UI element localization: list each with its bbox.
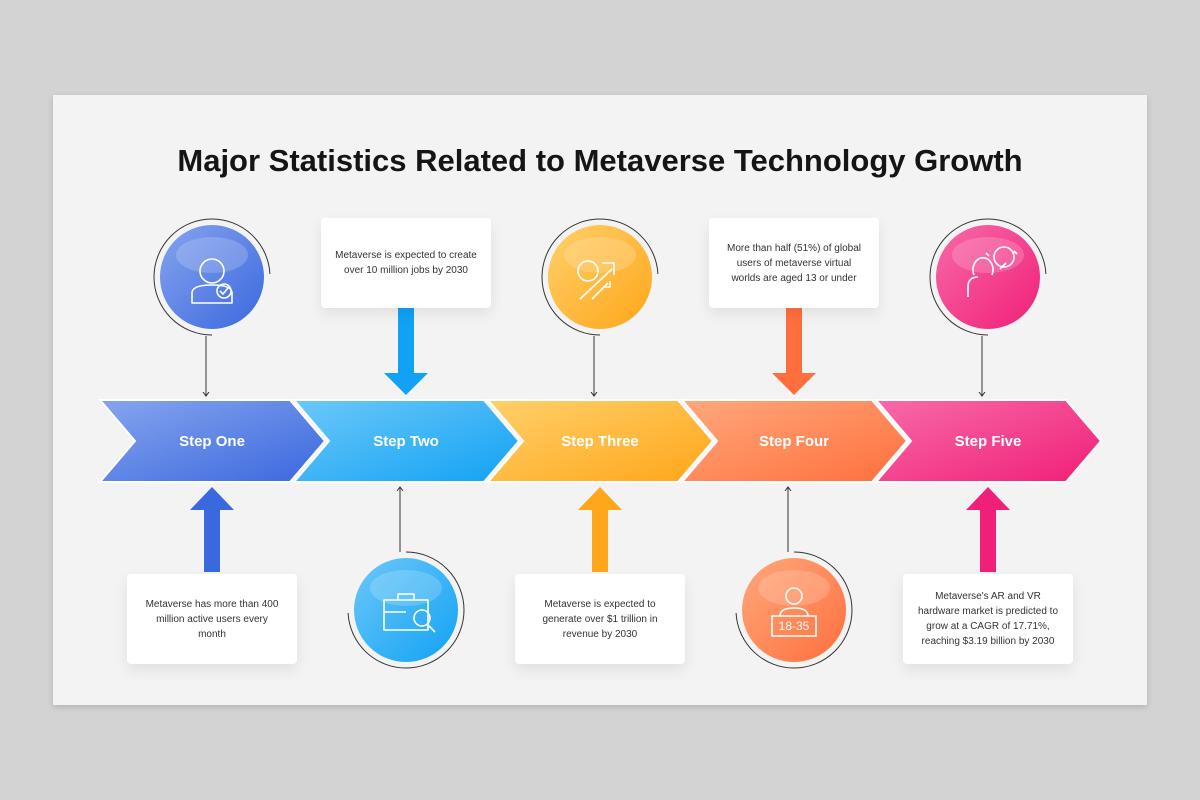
icon-circle — [742, 558, 846, 662]
step-label: Step Four — [759, 433, 829, 450]
step-chevron — [97, 399, 327, 483]
step-chevron — [485, 399, 715, 483]
icon-glyph — [771, 587, 817, 637]
arrow — [772, 308, 816, 395]
icon-circle — [160, 225, 264, 329]
stat-text: Metaverse has more than 400 million acti… — [127, 574, 297, 664]
stat-text: Metaverse is expected to generate over $… — [515, 574, 685, 664]
icon-ring — [153, 218, 271, 336]
stat-text: More than half (51%) of global users of … — [709, 218, 879, 308]
icon-glyph — [967, 246, 1018, 297]
icon-ring — [541, 218, 659, 336]
icon-glyph — [383, 593, 436, 633]
icon-glyph — [577, 260, 615, 300]
icon-circle — [548, 225, 652, 329]
icon-gloss — [176, 237, 248, 273]
arrow — [190, 487, 234, 572]
stat-text: Metaverse's AR and VR hardware market is… — [903, 574, 1073, 664]
step-chevron — [291, 399, 521, 483]
step-label: Step One — [179, 433, 245, 450]
title: Major Statistics Related to Metaverse Te… — [177, 143, 1023, 178]
icon-gloss — [564, 237, 636, 273]
icon-ring — [929, 218, 1047, 336]
arrow — [578, 487, 622, 572]
step-chevron — [679, 399, 909, 483]
stat-text: Metaverse is expected to create over 10 … — [321, 218, 491, 308]
icon-ring — [735, 551, 853, 669]
arrow — [966, 487, 1010, 572]
icon-gloss — [370, 570, 442, 606]
step-label: Step Two — [373, 433, 439, 450]
icon-glyph — [191, 258, 233, 304]
arrow — [384, 308, 428, 395]
step-chevron — [873, 399, 1103, 483]
icon-circle — [354, 558, 458, 662]
icon-ring — [347, 551, 465, 669]
icon-text: 18-35 — [779, 619, 810, 633]
step-label: Step Five — [955, 433, 1022, 450]
step-label: Step Three — [561, 433, 639, 450]
